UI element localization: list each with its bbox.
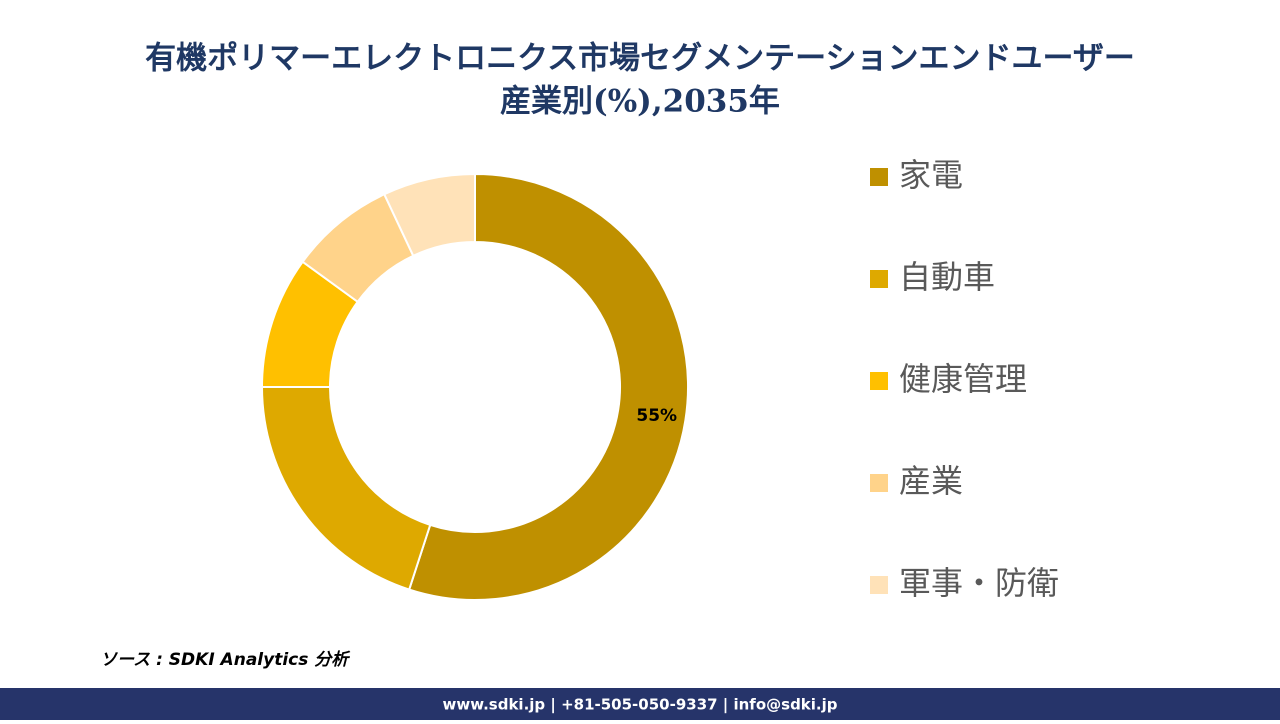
chart-title: 産業別(%),2035年: [500, 84, 780, 120]
legend-swatch: [870, 270, 888, 288]
donut-segment: [382, 172, 476, 258]
data-label: 55%: [636, 406, 677, 426]
legend-swatch: [870, 168, 888, 186]
source: ソース : SDKI Analytics 分析: [100, 650, 351, 670]
footer: www.sdki.jp | +81-505-050-9337 | info@sd…: [442, 696, 837, 715]
legend-label: 自動車: [899, 258, 995, 296]
footer-bar: [0, 688, 1280, 720]
legend-label: 産業: [899, 462, 963, 500]
donut-segment: [407, 172, 689, 601]
legend-swatch: [870, 474, 888, 492]
donut-segment: [260, 386, 432, 591]
legend-swatch: [870, 576, 888, 594]
legend-label: 家電: [899, 156, 963, 194]
legend-label: 軍事・防衛: [899, 564, 1059, 602]
legend-label: 健康管理: [899, 360, 1027, 398]
legend-swatch: [870, 372, 888, 390]
chart-title: 有機ポリマーエレクトロニクス市場セグメンテーションエンドユーザー: [145, 41, 1135, 77]
